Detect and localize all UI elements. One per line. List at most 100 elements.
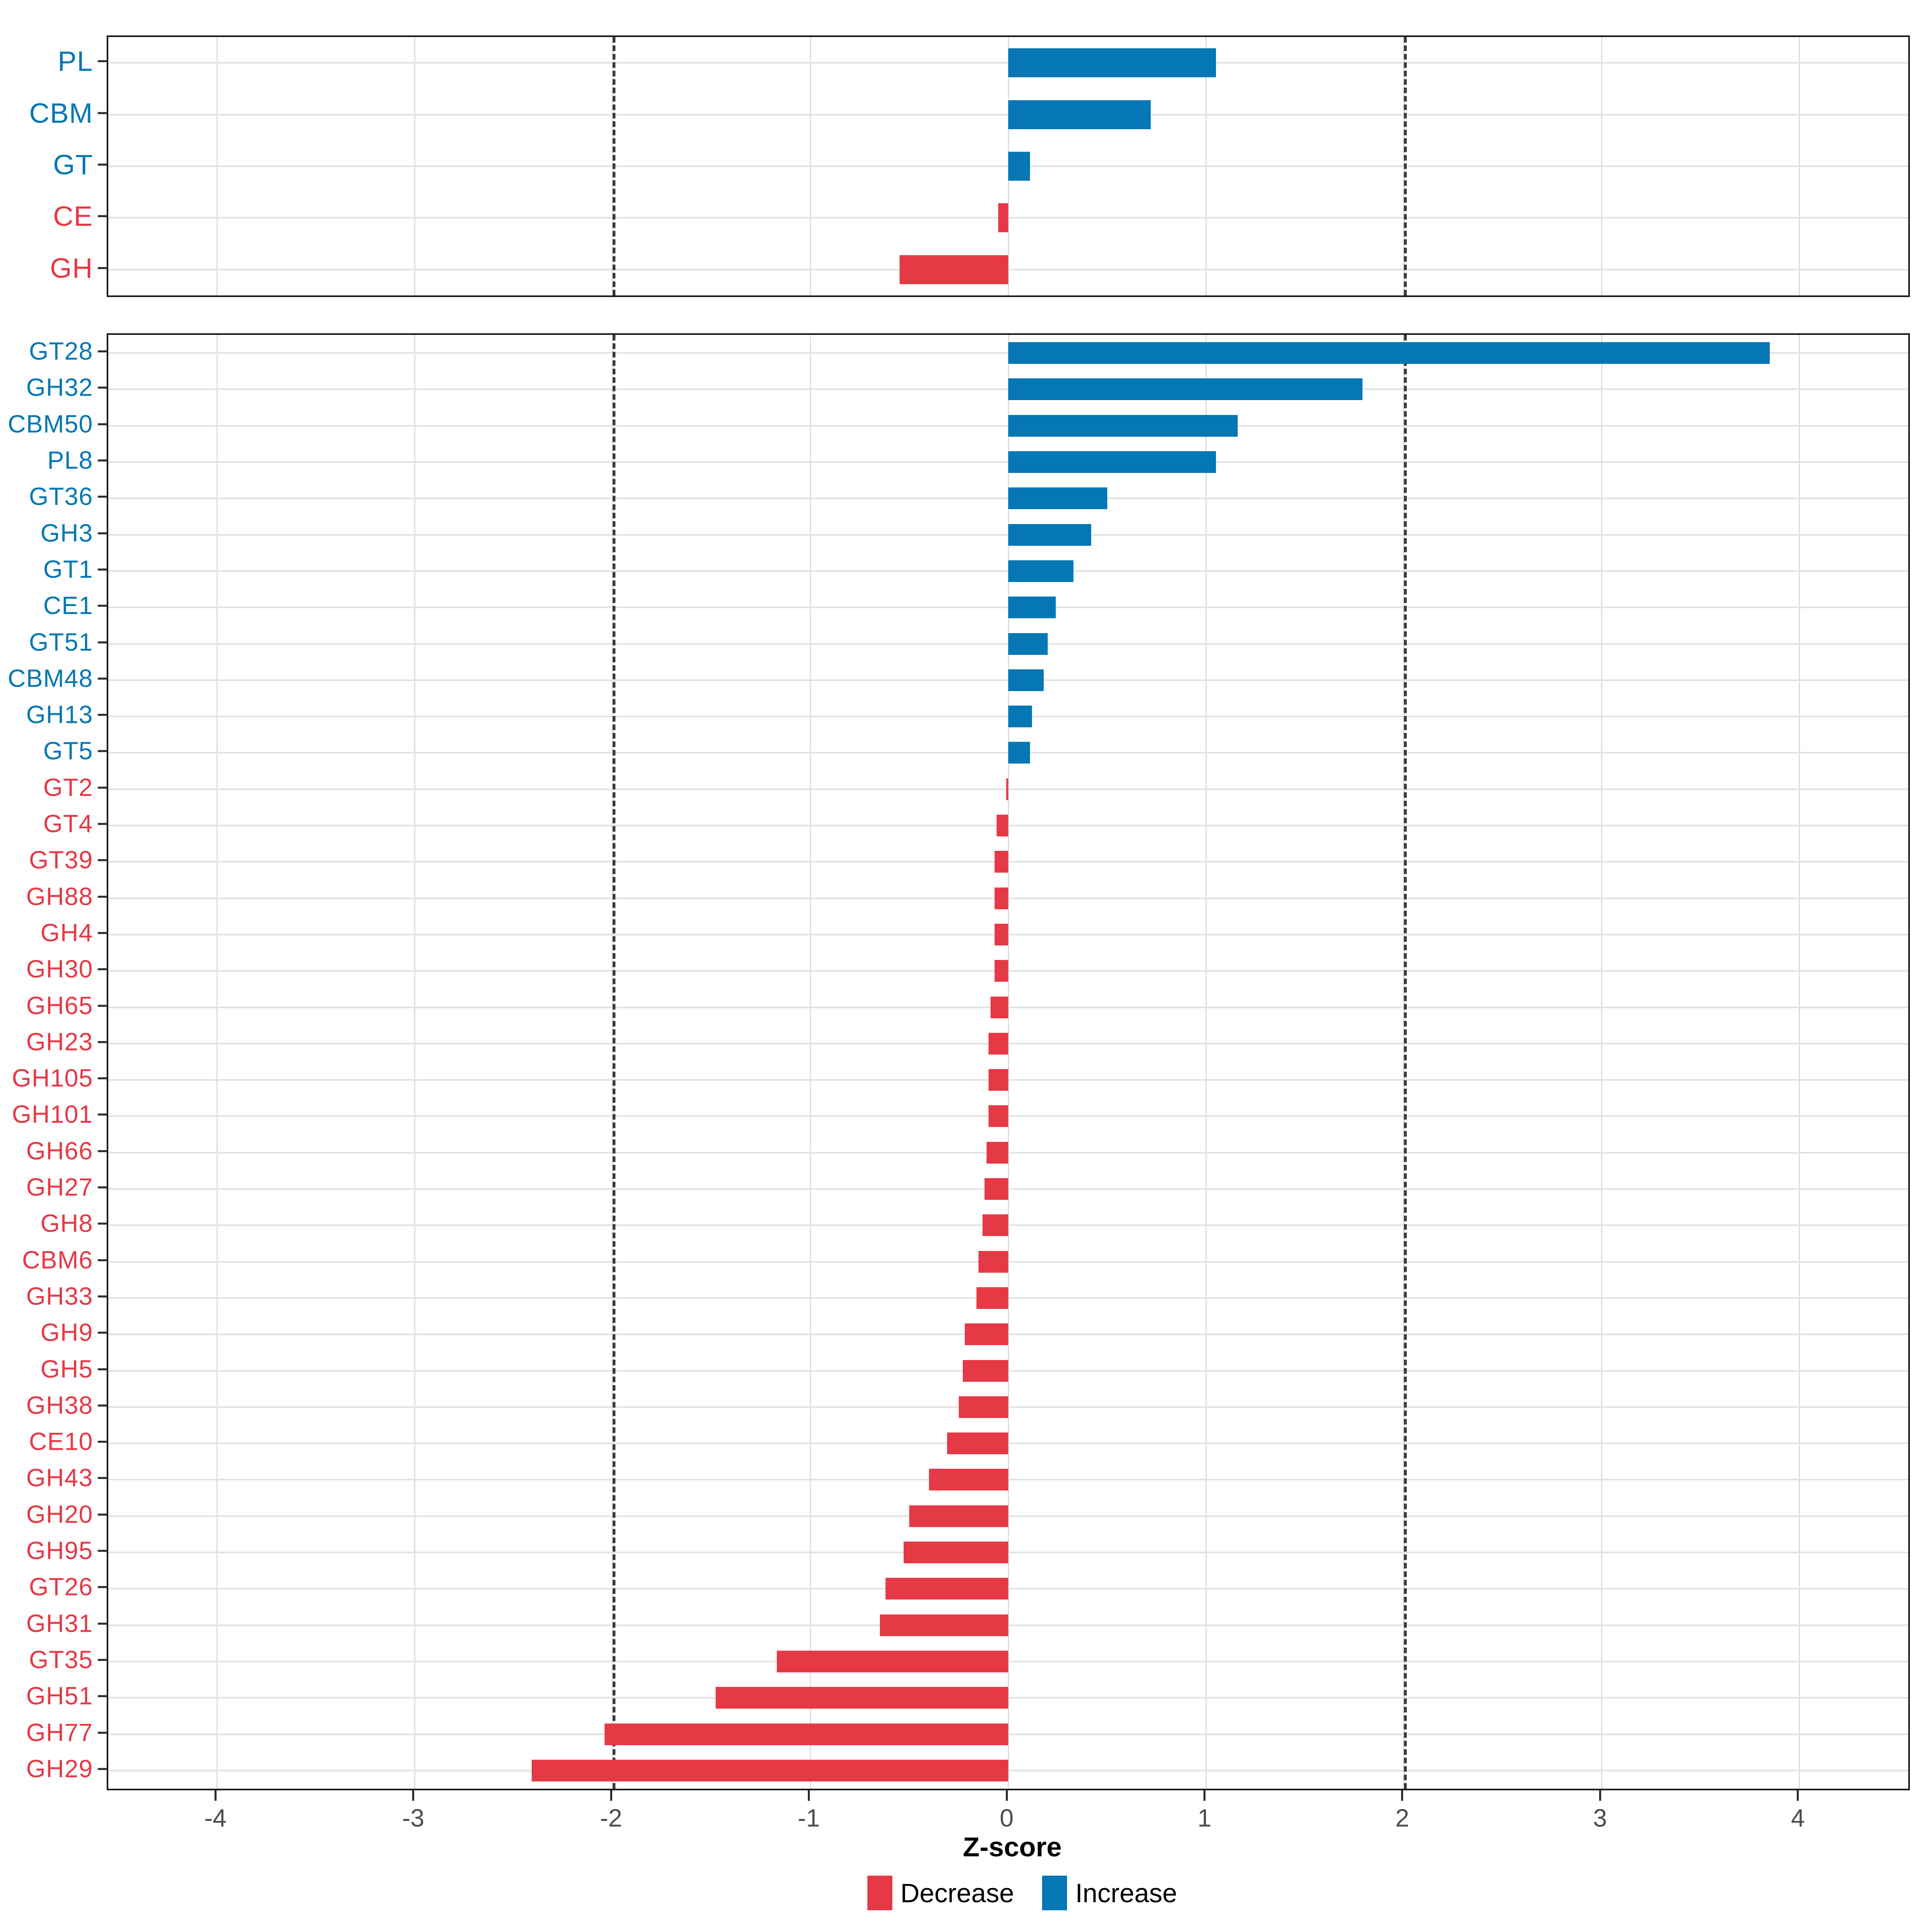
- gridline-horizontal: [108, 1552, 1908, 1554]
- y-axis-label-GT36: GT36: [29, 483, 93, 511]
- y-axis-tick: [98, 112, 107, 114]
- gridline-vertical: [1205, 335, 1207, 1789]
- bar-CE1: [1008, 597, 1056, 619]
- bar-PL: [1008, 48, 1216, 78]
- y-axis-label-CE: CE: [53, 200, 93, 232]
- gridline-horizontal: [108, 268, 1908, 270]
- y-axis-tick: [98, 1295, 107, 1298]
- bar-GH77: [605, 1723, 1008, 1745]
- gridline-horizontal: [108, 933, 1908, 935]
- gridline-horizontal: [108, 861, 1908, 863]
- legend-item-decrease[interactable]: Decrease: [867, 1876, 1014, 1910]
- y-axis-tick: [98, 1768, 107, 1770]
- y-axis-tick: [98, 786, 107, 789]
- bar-CBM: [1008, 100, 1151, 129]
- bar-GH101: [988, 1105, 1008, 1127]
- bar-GT36: [1008, 487, 1107, 510]
- bar-GH38: [959, 1396, 1008, 1418]
- y-axis-tick: [98, 896, 107, 898]
- y-axis-tick: [98, 932, 107, 934]
- y-axis-tick: [98, 459, 107, 462]
- gridline-vertical: [1601, 335, 1602, 1789]
- y-axis-label-GT39: GT39: [29, 846, 93, 874]
- y-axis-tick: [98, 1477, 107, 1479]
- gridline-horizontal: [108, 217, 1908, 219]
- x-axis-tick-label: 2: [1395, 1804, 1410, 1832]
- bar-GH51: [715, 1687, 1008, 1709]
- gridline-vertical: [810, 335, 811, 1789]
- bar-GH20: [909, 1505, 1008, 1527]
- y-axis-tick: [98, 386, 107, 389]
- y-axis-tick: [98, 1331, 107, 1334]
- y-axis-tick: [98, 1186, 107, 1189]
- bar-GH8: [983, 1214, 1008, 1236]
- bar-CBM48: [1008, 669, 1044, 691]
- y-axis-tick: [98, 1404, 107, 1407]
- gridline-horizontal: [108, 1115, 1908, 1117]
- legend-label-decrease: Decrease: [900, 1878, 1014, 1908]
- x-axis-tick-label: 3: [1593, 1804, 1607, 1832]
- y-axis-label-CBM50: CBM50: [8, 410, 93, 438]
- y-axis-label-CBM48: CBM48: [8, 665, 93, 693]
- y-axis-tick: [98, 423, 107, 425]
- gridline-horizontal: [108, 1261, 1908, 1263]
- bar-GT28: [1008, 342, 1770, 364]
- legend-swatch-increase: [1042, 1876, 1067, 1910]
- x-axis-tick: [214, 1790, 217, 1801]
- y-axis-tick: [98, 641, 107, 644]
- y-axis-label-CBM: CBM: [29, 97, 93, 129]
- y-axis-label-GH66: GH66: [26, 1137, 93, 1165]
- bar-GH23: [988, 1032, 1008, 1055]
- y-axis-label-GH13: GH13: [26, 701, 93, 729]
- y-axis-label-GH101: GH101: [12, 1100, 93, 1129]
- y-axis-label-GH65: GH65: [26, 992, 93, 1020]
- y-axis-label-GT2: GT2: [43, 774, 93, 802]
- legend-item-increase[interactable]: Increase: [1042, 1876, 1177, 1910]
- y-axis-label-CBM6: CBM6: [22, 1246, 93, 1274]
- y-axis-tick: [98, 60, 107, 62]
- bar-GT39: [994, 851, 1008, 873]
- y-axis-tick: [98, 1041, 107, 1043]
- y-axis-label-GT1: GT1: [43, 555, 93, 584]
- gridline-horizontal: [108, 1624, 1908, 1626]
- y-axis-label-GH4: GH4: [40, 919, 93, 947]
- gridline-horizontal: [108, 1479, 1908, 1481]
- x-axis-tick: [1203, 1790, 1205, 1801]
- y-axis-label-PL8: PL8: [47, 446, 93, 475]
- y-axis-tick: [98, 568, 107, 571]
- x-axis-tick: [412, 1790, 415, 1801]
- y-axis-label-GH20: GH20: [26, 1501, 93, 1529]
- y-axis-tick: [98, 495, 107, 498]
- gridline-horizontal: [108, 1588, 1908, 1590]
- y-axis-label-GT28: GT28: [29, 337, 93, 365]
- reference-line: [1404, 335, 1407, 1789]
- y-axis-label-GH105: GH105: [12, 1064, 93, 1092]
- y-axis-label-GH38: GH38: [26, 1391, 93, 1420]
- y-axis-label-GH31: GH31: [26, 1610, 93, 1638]
- x-axis-tick: [1401, 1790, 1404, 1801]
- gridline-vertical: [1007, 335, 1009, 1789]
- y-axis-label-PL: PL: [58, 45, 93, 77]
- gridline-vertical: [1799, 335, 1800, 1789]
- gridline-horizontal: [108, 1769, 1908, 1771]
- x-axis-tick-label: -1: [797, 1804, 820, 1832]
- bar-GH105: [988, 1069, 1008, 1091]
- bar-GH13: [1008, 706, 1032, 728]
- bar-GH65: [990, 996, 1008, 1018]
- x-axis-tick: [1599, 1790, 1601, 1801]
- bar-GH4: [994, 923, 1008, 945]
- y-axis-tick: [98, 163, 107, 166]
- y-axis-tick: [98, 1441, 107, 1443]
- y-axis-tick: [98, 859, 107, 861]
- bar-GH30: [994, 960, 1008, 982]
- y-axis-label-GT51: GT51: [29, 628, 93, 656]
- x-axis-tick: [808, 1790, 810, 1801]
- y-axis-label-GH27: GH27: [26, 1173, 93, 1201]
- y-axis-label-GT5: GT5: [43, 737, 93, 765]
- legend-swatch-decrease: [867, 1876, 892, 1910]
- x-axis-title: Z-score: [963, 1832, 1062, 1862]
- x-axis-tick-label: 1: [1197, 1804, 1212, 1832]
- y-axis-label-GH43: GH43: [26, 1464, 93, 1492]
- bar-GH29: [531, 1759, 1008, 1781]
- y-axis-tick: [98, 750, 107, 752]
